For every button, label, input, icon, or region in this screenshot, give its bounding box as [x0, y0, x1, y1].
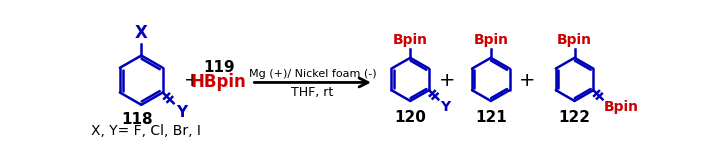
Text: Bpin: Bpin [604, 100, 640, 114]
Text: 120: 120 [394, 110, 426, 125]
Text: 119: 119 [203, 60, 235, 75]
Text: HBpin: HBpin [191, 73, 247, 91]
Text: 118: 118 [122, 113, 153, 128]
Text: Y: Y [440, 100, 450, 114]
Text: Y: Y [176, 105, 187, 120]
Text: Bpin: Bpin [474, 33, 508, 47]
Text: X, Y= F, Cl, Br, I: X, Y= F, Cl, Br, I [91, 124, 201, 138]
Text: Bpin: Bpin [557, 33, 592, 47]
Text: THF, rt: THF, rt [291, 86, 334, 99]
Text: 121: 121 [475, 110, 507, 125]
Text: 122: 122 [559, 110, 591, 125]
Text: Bpin: Bpin [393, 33, 428, 47]
Text: Mg (+)/ Nickel foam (-): Mg (+)/ Nickel foam (-) [249, 69, 376, 79]
Text: +: + [519, 71, 535, 90]
Text: +: + [184, 71, 200, 90]
Text: +: + [438, 71, 455, 90]
Text: X: X [135, 24, 147, 42]
